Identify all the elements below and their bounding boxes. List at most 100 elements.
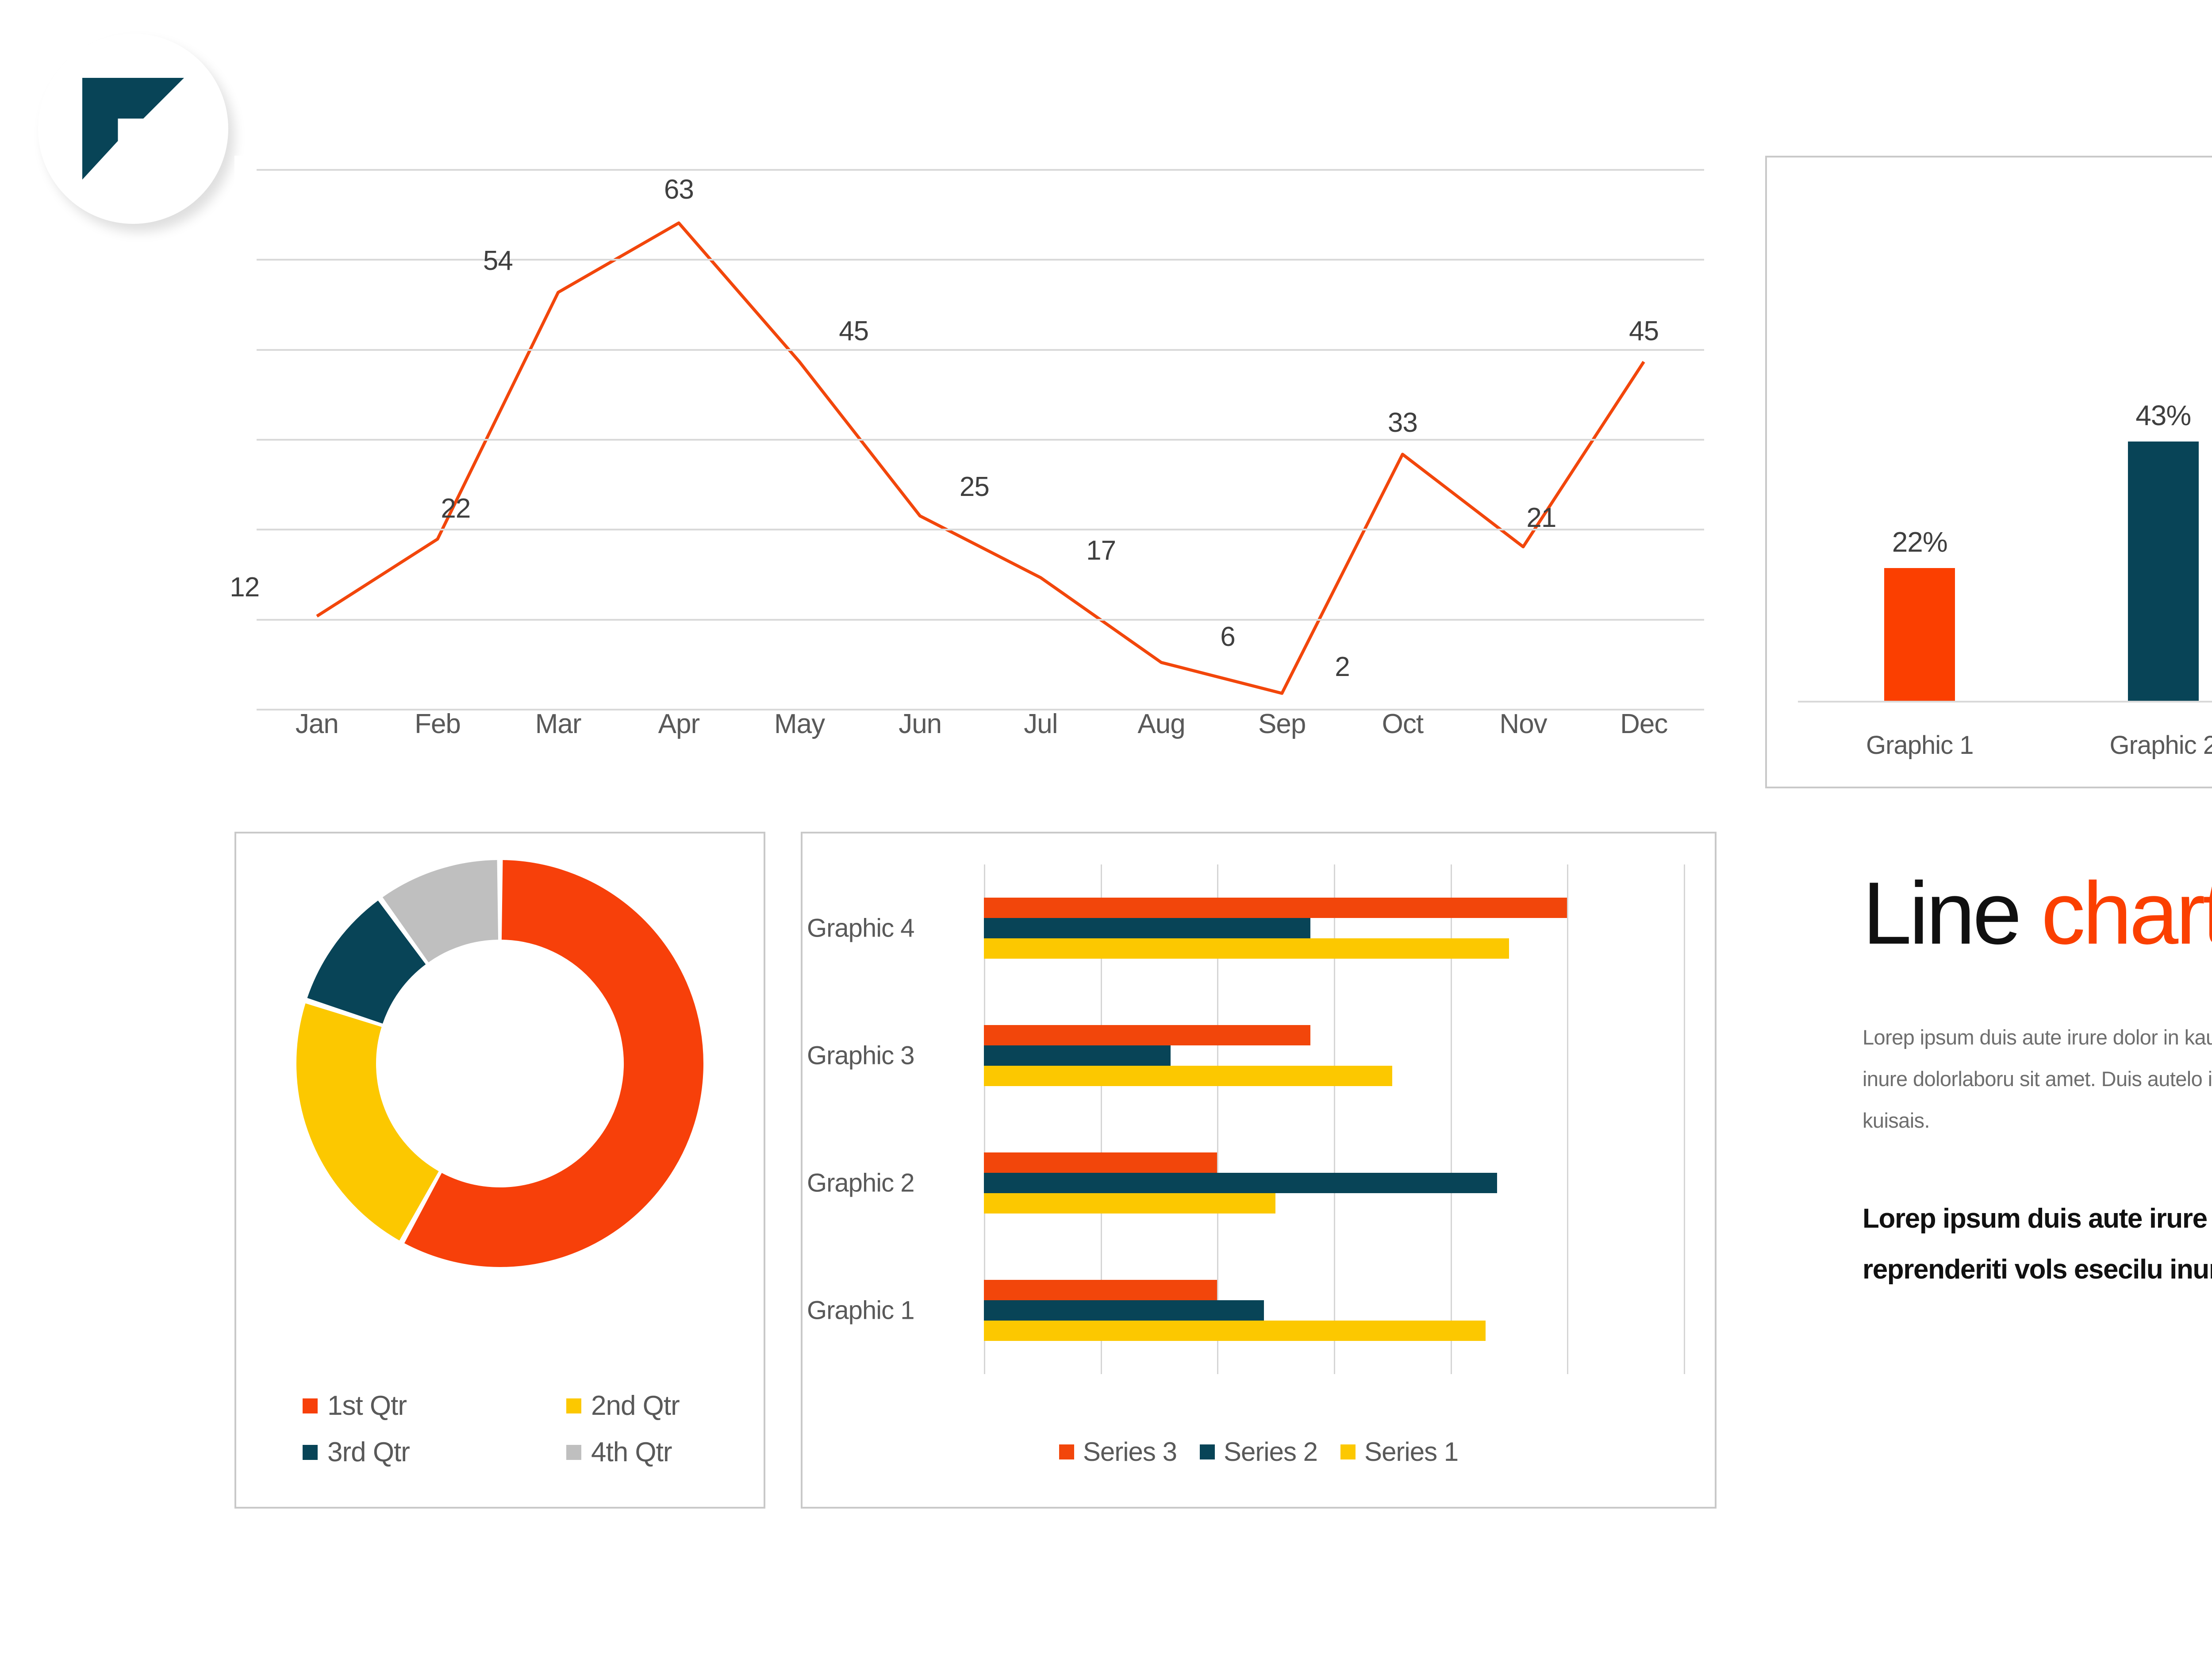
bar-data-label: 43% [2135,399,2191,432]
legend-swatch [566,1444,581,1460]
legend-item[interactable]: Series 3 [1059,1436,1177,1467]
legend-item[interactable]: 1st Qtr [236,1390,500,1421]
x-axis-tick-label: Apr [658,709,700,739]
legend-swatch [303,1444,318,1460]
donut-slice[interactable] [404,860,703,1267]
percent-bar-chart-baseline [1798,701,2212,703]
legend-item[interactable]: 4th Qtr [500,1436,764,1468]
line-data-label: 22 [441,493,471,524]
bar-rect[interactable] [2128,442,2199,701]
bar-rect[interactable] [984,1321,1486,1341]
line-chart-plot: 12 22 54 63 45 25 17 6 2 33 21 45 [230,169,1704,710]
quarter-donut-chart [279,842,721,1285]
donut-slice[interactable] [382,860,499,963]
page-title-part-one: Line [1863,864,2041,963]
bar-rect[interactable] [984,1152,1217,1173]
legend-swatch [566,1398,581,1413]
gridline [257,169,1704,171]
bar-rect[interactable] [984,1066,1392,1086]
page-title: Line chart [1863,867,2212,960]
line-data-label: 54 [483,245,513,276]
bar-rect[interactable] [984,898,1567,918]
bar-rect[interactable] [984,1300,1264,1321]
bar-rect[interactable] [984,1193,1276,1214]
bar-rect[interactable] [984,918,1311,938]
bold-paragraph: Lorep ipsum duis aute irure dolor inalis… [1863,1203,2212,1285]
y-axis-tick-label: Graphic 2 [807,1168,914,1198]
line-data-label: 12 [230,572,260,603]
quarter-donut-legend: 1st Qtr 2nd Qtr 3rd Qtr 4th Qtr [236,1390,764,1468]
gridline [1684,864,1685,1374]
line-data-label: 45 [839,315,869,346]
series-hbar-plot: Graphic 4 Graphic 3 Graphic 2 Graphic 1 [807,864,1685,1374]
legend-item[interactable]: 3rd Qtr [236,1436,500,1468]
x-axis-tick-label: Jan [295,709,339,739]
body-paragraph: Lorep ipsum duis aute irure dolor in kau… [1863,1025,2212,1132]
gridline [1450,864,1452,1374]
bar-rect[interactable] [1884,568,1955,701]
legend-item[interactable]: 2nd Qtr [500,1390,764,1421]
donut-slice[interactable] [296,1003,439,1240]
line-data-label: 63 [664,174,694,205]
quarter-donut-card: 1st Qtr 2nd Qtr 3rd Qtr 4th Qtr [234,832,765,1509]
bar-rect[interactable] [984,1280,1217,1300]
y-axis-tick-label: Graphic 3 [807,1041,914,1070]
x-axis-tick-label: Mar [535,709,582,739]
x-axis-tick-label: May [774,709,825,739]
bar-rect[interactable] [984,1045,1171,1066]
y-axis-tick-label: Graphic 1 [807,1296,914,1325]
legend-swatch [1199,1444,1215,1459]
gridline [257,349,1704,351]
x-axis-tick-label: Jun [899,709,942,739]
x-axis-tick-label: Nov [1499,709,1547,739]
legend-label: 2nd Qtr [591,1390,680,1421]
line-data-label: 25 [959,472,990,503]
line-data-label: 6 [1220,622,1235,653]
x-axis-tick-label: Dec [1620,709,1668,739]
legend-swatch [1340,1444,1356,1459]
legend-label: 1st Qtr [327,1390,407,1421]
gridline [257,709,1704,710]
donut-slices [296,860,703,1267]
bar-data-label: 22% [1892,526,1948,558]
line-series-path [317,223,1644,693]
bar-rect[interactable] [984,1173,1498,1193]
percent-bar-chart-bars: 22%43%75%12% [1798,188,2212,701]
bar-group [984,1119,1684,1247]
bar-rect[interactable] [984,1025,1311,1045]
legend-swatch [303,1398,318,1413]
x-axis-tick-label: Jul [1024,709,1058,739]
gridline [1217,864,1219,1374]
donut-slice[interactable] [307,900,426,1025]
bar-group [984,992,1684,1119]
line-data-label: 17 [1086,535,1116,566]
text-panel: Line chart Lorep ipsum duis aute irure d… [1863,867,2212,1295]
line-data-label: 33 [1387,407,1418,438]
line-data-label: 45 [1629,315,1659,346]
angular-f-logo-icon [82,78,184,180]
legend-item[interactable]: Series 2 [1199,1436,1318,1467]
legend-swatch [1059,1444,1074,1459]
bar-rect[interactable] [984,938,1509,959]
legend-item[interactable]: Series 1 [1340,1436,1459,1467]
gridline [1100,864,1102,1374]
x-axis-tick-label: Feb [415,709,461,739]
bar-column[interactable]: 43% [2042,188,2212,701]
x-axis-tick-label: Graphic 2 [2109,731,2212,760]
x-axis-tick-label: Graphic 1 [1866,731,1974,760]
brand-logo [38,34,228,224]
x-axis-tick-label: Oct [1382,709,1424,739]
series-hbar-legend: Series 3 Series 2 Series 1 [803,1436,1715,1467]
gridline [1567,864,1569,1374]
x-axis-tick-label: Sep [1258,709,1306,739]
gridline [257,439,1704,441]
bar-column[interactable]: 22% [1798,188,2042,701]
y-axis-tick-label: Graphic 4 [807,914,914,943]
bar-group [984,1247,1684,1374]
page-title-part-two: chart [2041,864,2212,963]
series-hbar-card: Graphic 4 Graphic 3 Graphic 2 Graphic 1 Ser… [801,832,1717,1509]
legend-label: Series 1 [1364,1437,1459,1467]
